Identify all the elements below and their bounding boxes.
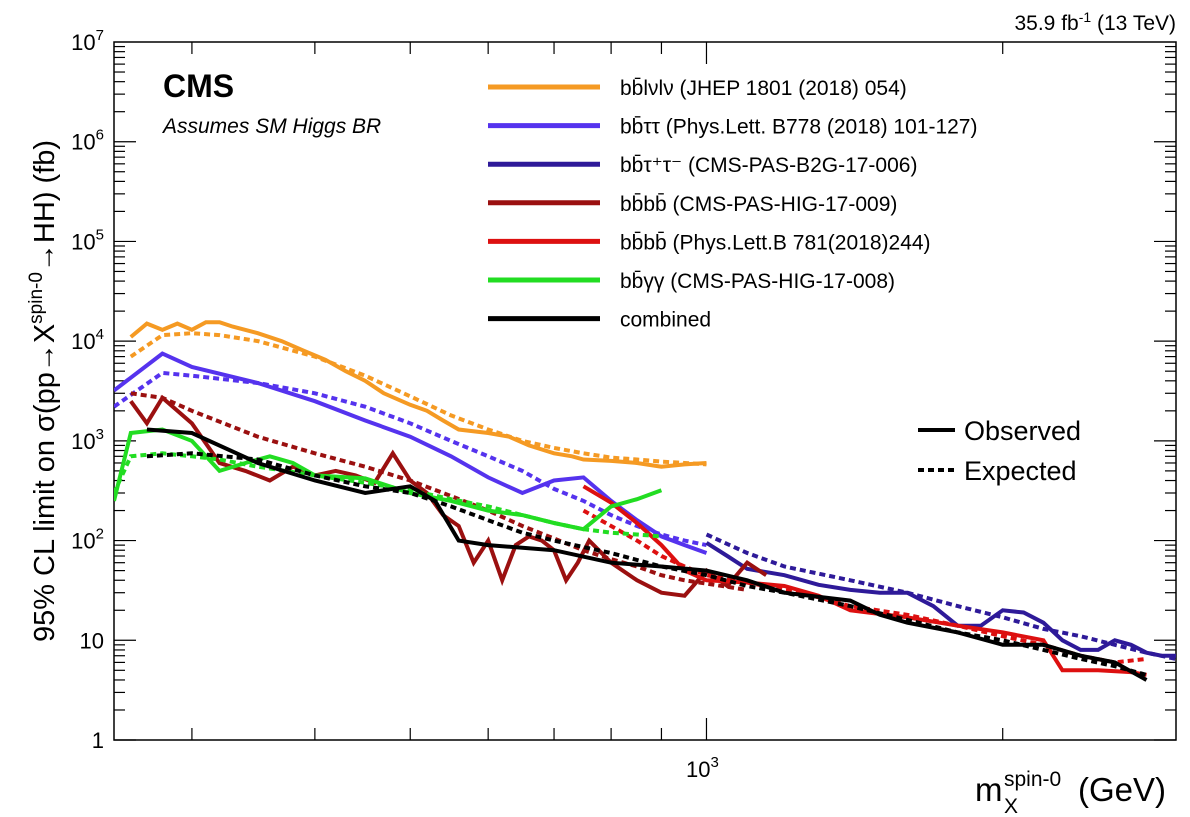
series-4-observed-line [582, 484, 1147, 677]
legend-label: combined [620, 309, 711, 332]
y-tick-label: 107 [71, 27, 104, 55]
series-6-observed-line [146, 427, 1148, 682]
x-axis-title-m: m [975, 771, 1003, 808]
legend-label: bb̄bb̄ (Phys.Lett.B 781(2018)244) [620, 231, 931, 254]
y-axis-title: 95% CL limit on σ(pp→Xspin-0→HH) (fb) [26, 140, 61, 642]
legend-label: bb̄γγ (CMS-PAS-HIG-17-008) [620, 270, 895, 293]
y-tick-label: 10 [80, 628, 104, 653]
legend-label: bb̄bb̄ (CMS-PAS-HIG-17-009) [620, 193, 897, 216]
expected-style-label: Expected [964, 456, 1077, 486]
series-5-observed-line [114, 427, 663, 532]
series-3-observed-line [129, 394, 768, 598]
y-tick-label: 103 [71, 426, 104, 454]
x-tick-label: 103 [686, 754, 719, 782]
series-1-observed-line [114, 351, 708, 555]
x-axis-title-sub: X [1004, 795, 1018, 817]
y-tick-label: 104 [71, 326, 104, 354]
series-2-observed-line [705, 541, 1176, 658]
observed-style-label: Observed [964, 416, 1081, 446]
plot-frame [113, 41, 1177, 741]
assumption-note: Assumes SM Higgs BR [161, 115, 381, 138]
y-tick-label: 105 [71, 226, 104, 254]
y-tick-label: 102 [71, 526, 104, 554]
style-legend: Observed Expected [918, 416, 1081, 486]
legend: bb̄lνlν (JHEP 1801 (2018) 054) bb̄ττ (Phy… [488, 77, 977, 332]
legend-label: bb̄ττ (Phys.Lett. B778 (2018) 101-127) [620, 115, 977, 138]
y-tick-label: 1 [92, 728, 104, 753]
experiment-label: CMS [163, 68, 234, 104]
series-5-expected-line [114, 451, 662, 539]
y-tick-label: 106 [71, 127, 104, 155]
legend-label: bb̄lνlν (JHEP 1801 (2018) 054) [620, 77, 907, 100]
series-2-expected-line [705, 532, 1176, 661]
series-3-expected-line [130, 391, 748, 592]
x-axis-title-sup: spin-0 [1004, 768, 1061, 791]
lumi-label: 35.9 fb-1 (13 TeV) [1014, 9, 1176, 35]
legend-label: bb̄τ⁺τ⁻ (CMS-PAS-B2G-17-006) [620, 154, 917, 177]
x-axis-title: m spin-0 X (GeV) [975, 768, 1166, 817]
x-axis-title-unit: (GeV) [1078, 771, 1166, 808]
series-0-observed-line [129, 320, 707, 469]
series-0-expected-line [129, 331, 707, 467]
